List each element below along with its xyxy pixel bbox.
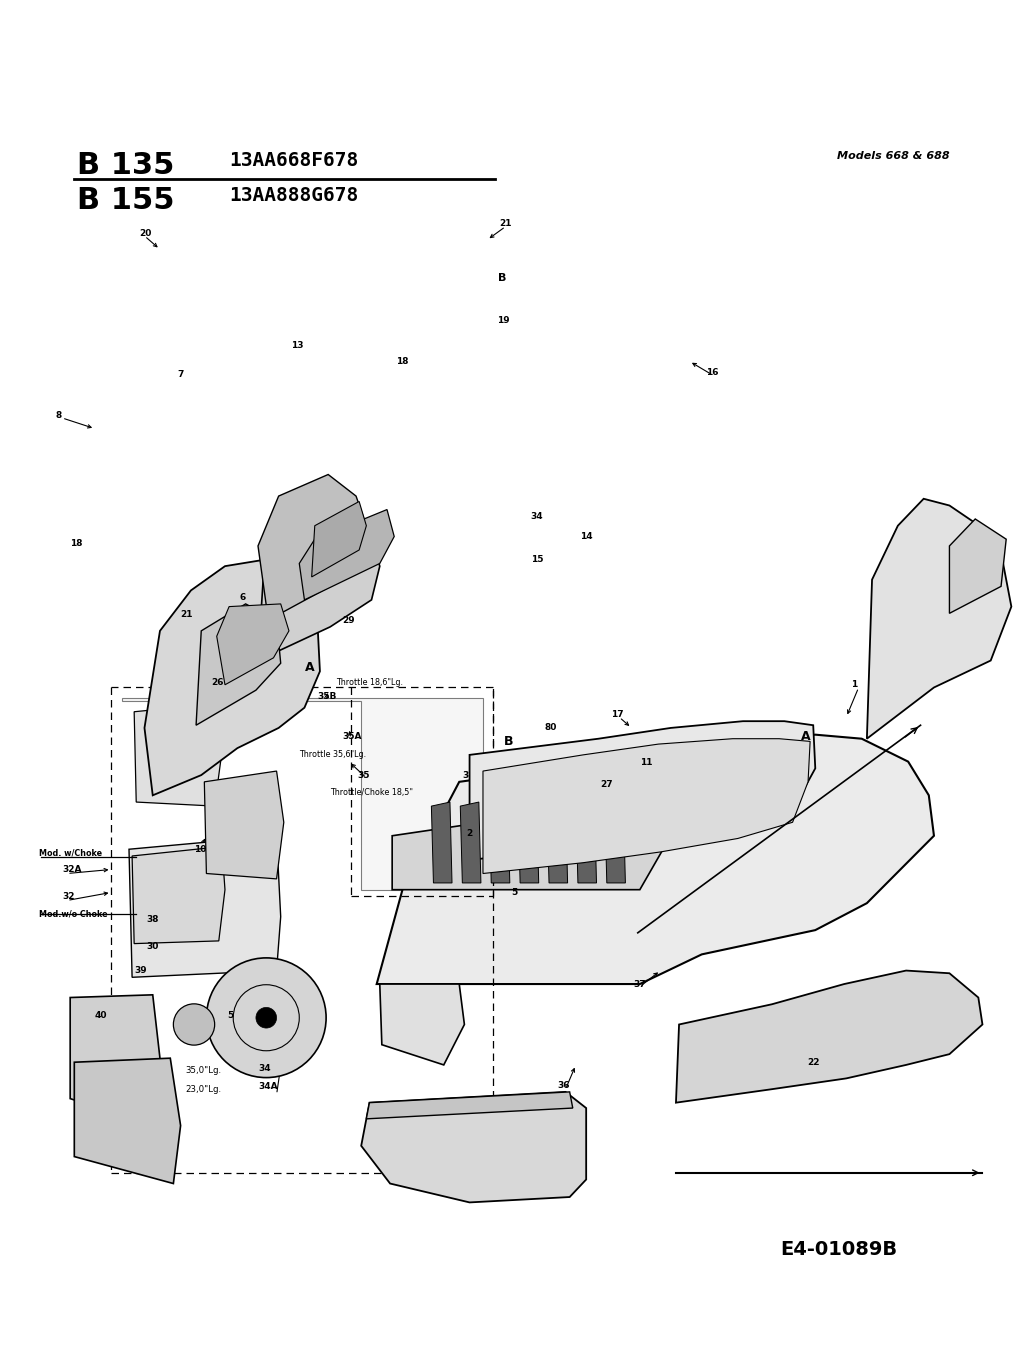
Polygon shape — [867, 499, 1011, 739]
Polygon shape — [122, 698, 483, 890]
Text: 8: 8 — [56, 411, 62, 419]
Text: 6: 6 — [239, 593, 246, 601]
Text: B 135: B 135 — [77, 151, 174, 181]
Text: 34A: 34A — [258, 1082, 278, 1091]
Text: Throttle 35,6"Lg.: Throttle 35,6"Lg. — [299, 751, 366, 759]
Text: 39: 39 — [134, 967, 147, 975]
Text: 38: 38 — [147, 915, 159, 923]
Polygon shape — [74, 1058, 181, 1184]
Text: B: B — [504, 735, 513, 748]
Text: 32A: 32A — [62, 865, 82, 874]
Circle shape — [206, 958, 326, 1077]
Text: 13AA888G678: 13AA888G678 — [229, 186, 358, 205]
Text: Models 668 & 688: Models 668 & 688 — [837, 151, 949, 160]
Text: 35: 35 — [357, 771, 369, 779]
Text: 21: 21 — [181, 611, 193, 619]
Text: 1: 1 — [851, 681, 858, 689]
Text: 34: 34 — [258, 1065, 270, 1073]
Polygon shape — [312, 501, 366, 577]
Polygon shape — [258, 474, 366, 620]
Text: 22: 22 — [807, 1058, 819, 1066]
Text: 40: 40 — [95, 1011, 107, 1019]
Text: 18: 18 — [70, 539, 83, 547]
Text: 30: 30 — [147, 942, 159, 950]
Polygon shape — [361, 1092, 586, 1202]
Text: 10: 10 — [194, 845, 206, 853]
Text: 14: 14 — [580, 532, 592, 541]
Polygon shape — [483, 739, 810, 874]
Polygon shape — [144, 559, 320, 795]
Polygon shape — [299, 510, 394, 600]
Polygon shape — [377, 735, 934, 984]
Polygon shape — [258, 512, 380, 661]
Text: 13AA668F678: 13AA668F678 — [229, 151, 358, 170]
Text: 5: 5 — [511, 888, 517, 896]
Text: A: A — [304, 661, 314, 674]
Text: Mod. w/Choke: Mod. w/Choke — [39, 849, 102, 857]
Polygon shape — [576, 802, 596, 883]
Polygon shape — [605, 802, 625, 883]
Polygon shape — [380, 984, 464, 1065]
Text: 11: 11 — [640, 759, 652, 767]
Text: 19: 19 — [497, 317, 510, 325]
Text: 29: 29 — [343, 616, 355, 624]
Polygon shape — [134, 704, 222, 806]
Text: B 155: B 155 — [77, 186, 174, 216]
Text: Mod.w/o Choke: Mod.w/o Choke — [39, 910, 107, 918]
Text: 2: 2 — [466, 829, 473, 837]
Text: 3: 3 — [462, 771, 469, 779]
Text: 80: 80 — [545, 724, 557, 732]
Text: 35A: 35A — [343, 732, 362, 740]
Text: 27: 27 — [601, 780, 613, 789]
Text: 35,0"Lg.: 35,0"Lg. — [186, 1066, 222, 1074]
Text: 37: 37 — [634, 980, 646, 988]
Text: 16: 16 — [706, 368, 718, 376]
Polygon shape — [392, 795, 671, 890]
Text: 7: 7 — [178, 371, 184, 379]
Text: 26: 26 — [212, 678, 224, 686]
Text: 32: 32 — [62, 892, 74, 900]
Polygon shape — [431, 802, 452, 883]
Text: 23,0"Lg.: 23,0"Lg. — [186, 1085, 222, 1093]
Polygon shape — [470, 721, 815, 860]
Text: A: A — [801, 729, 810, 743]
Text: 21: 21 — [499, 220, 512, 228]
Text: 20: 20 — [139, 229, 152, 237]
Text: 17: 17 — [611, 710, 623, 718]
Polygon shape — [217, 604, 289, 685]
Text: 18: 18 — [396, 357, 409, 365]
Polygon shape — [70, 995, 160, 1126]
Text: Throttle 18,6"Lg.: Throttle 18,6"Lg. — [336, 678, 404, 686]
Text: 34: 34 — [530, 512, 543, 520]
Polygon shape — [489, 802, 510, 883]
Polygon shape — [518, 802, 539, 883]
Text: 5: 5 — [227, 1011, 233, 1019]
Polygon shape — [949, 519, 1006, 613]
Text: 36: 36 — [557, 1081, 570, 1089]
Polygon shape — [547, 802, 568, 883]
Text: 15: 15 — [531, 555, 544, 563]
Polygon shape — [366, 1092, 573, 1119]
Circle shape — [256, 1007, 277, 1029]
Text: 35B: 35B — [318, 693, 337, 701]
Text: 13: 13 — [291, 341, 303, 349]
Circle shape — [173, 1004, 215, 1045]
Text: B: B — [498, 272, 507, 283]
Polygon shape — [132, 847, 225, 944]
Polygon shape — [196, 604, 281, 725]
Polygon shape — [204, 771, 284, 879]
Text: Throttle/Choke 18,5": Throttle/Choke 18,5" — [330, 789, 413, 797]
Text: E4-01089B: E4-01089B — [781, 1240, 898, 1259]
Polygon shape — [129, 836, 281, 977]
Polygon shape — [460, 802, 481, 883]
Polygon shape — [676, 971, 982, 1103]
